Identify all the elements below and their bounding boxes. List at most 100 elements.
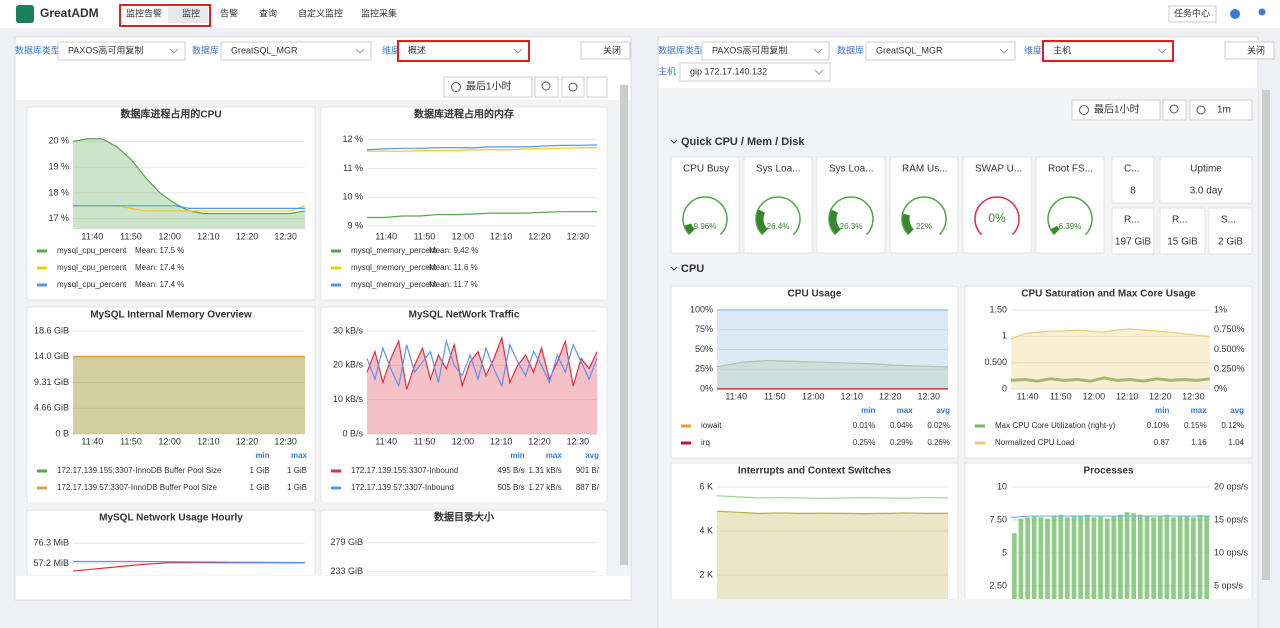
stat-title: S... xyxy=(1221,215,1236,226)
y-tick-label: 20 % xyxy=(48,136,69,146)
gauge-label: 26.4% xyxy=(767,222,790,231)
select[interactable] xyxy=(865,41,1016,61)
time-label[interactable]: 最后1小时 xyxy=(1094,104,1140,116)
area xyxy=(717,360,948,389)
line xyxy=(366,144,598,151)
bar xyxy=(1038,517,1044,599)
x-tick-label: 12:20 xyxy=(236,231,259,241)
panel-bg xyxy=(320,509,608,575)
y-tick-label: 18 % xyxy=(48,187,69,197)
nav-tab[interactable]: 监控采集 xyxy=(361,7,397,18)
bar xyxy=(1045,518,1050,599)
zoom-button[interactable] xyxy=(1162,99,1187,121)
bar xyxy=(1157,516,1163,599)
nav-tab[interactable]: 告警 xyxy=(220,7,238,18)
legend-stat: Mean: 17.4 % xyxy=(135,280,184,289)
nav-tab[interactable]: 自定义监控 xyxy=(298,7,343,18)
panel: CPU Saturation and Max Core Usage 0 0.500 1… xyxy=(964,285,1253,459)
x-tick-label: 12:20 xyxy=(528,436,551,446)
legend-stat: 0.04% xyxy=(890,421,913,430)
bar xyxy=(1084,514,1090,599)
x-tick-label: 12:00 xyxy=(452,436,475,446)
select[interactable] xyxy=(57,41,186,61)
time-picker[interactable] xyxy=(443,76,533,98)
gauge-title: CPU Busy xyxy=(683,164,729,175)
dropdown-button[interactable] xyxy=(586,76,608,98)
zoom-icon xyxy=(1169,104,1179,114)
legend-stat: 0.12% xyxy=(1221,421,1244,430)
refresh-icon xyxy=(1196,105,1206,115)
line xyxy=(73,560,306,564)
select-value[interactable]: GreatSQL_MGR xyxy=(876,45,943,55)
x-tick-label: 12:00 xyxy=(802,391,825,401)
line xyxy=(1010,328,1211,340)
zoom-button[interactable] xyxy=(534,76,559,98)
stat-title: Uptime xyxy=(1190,164,1222,175)
area xyxy=(73,356,305,434)
time-label[interactable]: 最后1小时 xyxy=(466,81,512,93)
filter-label: 数据库 xyxy=(837,44,864,55)
gauge-card xyxy=(743,156,813,254)
nav-tab[interactable]: 查询 xyxy=(259,7,277,18)
close-button[interactable] xyxy=(580,41,631,60)
help-icon[interactable] xyxy=(1230,9,1240,19)
chevron xyxy=(1157,48,1167,54)
panel-bg xyxy=(964,285,1253,459)
stat-value: 15 GiB xyxy=(1167,237,1198,248)
y-tick-label: 19 % xyxy=(48,161,69,171)
y2-tick-label: 20 ops/s xyxy=(1214,481,1249,491)
select-value[interactable]: 概述 xyxy=(408,44,426,55)
interval-label[interactable]: 1m xyxy=(1217,105,1231,116)
select-value[interactable]: gip 172.17.140.132 xyxy=(690,66,767,76)
gauge-track xyxy=(901,196,947,236)
gauge-card xyxy=(816,156,886,254)
gauge-track xyxy=(974,196,1020,236)
select-value[interactable]: GreatSQL_MGR xyxy=(231,45,298,55)
refresh-button[interactable] xyxy=(1189,99,1253,121)
select[interactable] xyxy=(220,41,372,61)
refresh-icon xyxy=(568,82,578,92)
task-label[interactable]: 任务中心 xyxy=(1174,7,1210,18)
select[interactable] xyxy=(701,41,830,61)
gauge-track xyxy=(755,196,801,236)
gauge-title: SWAP U... xyxy=(975,164,1022,175)
legend-name: iowait xyxy=(701,421,722,430)
refresh-button[interactable] xyxy=(561,76,585,98)
line xyxy=(367,211,597,219)
y2-tick-label: 15 ops/s xyxy=(1214,514,1249,524)
user-icon[interactable] xyxy=(1258,8,1266,16)
panel-bg xyxy=(670,285,959,459)
y-tick-label: 25% xyxy=(695,364,713,374)
line xyxy=(1010,515,1210,518)
select-value[interactable]: PAXOS高可用复制 xyxy=(712,44,787,55)
legend-name: 172.17.139.155:3307-Inbound xyxy=(351,466,458,475)
clock-icon xyxy=(1079,105,1089,115)
zoom-icon xyxy=(541,81,551,91)
close-button[interactable] xyxy=(1224,41,1275,60)
y-tick-label: 14.0 GiB xyxy=(34,351,69,361)
task-button[interactable] xyxy=(1168,5,1217,23)
close-label[interactable]: 关闭 xyxy=(1247,44,1265,55)
legend-swatch xyxy=(975,424,985,428)
select-value[interactable]: PAXOS高可用复制 xyxy=(68,44,143,55)
gauge-title: Sys Loa... xyxy=(756,164,800,175)
time-picker[interactable] xyxy=(1071,99,1161,121)
legend-name: 172.17.139.155:3307-InnoDB Buffer Pool S… xyxy=(57,466,222,475)
legend-swatch xyxy=(37,266,47,270)
panel-bg xyxy=(26,106,316,301)
chevron xyxy=(813,48,823,54)
legend-name: Normalized CPU Load xyxy=(995,438,1075,447)
top-nav xyxy=(0,0,1280,28)
select-value[interactable]: 主机 xyxy=(1053,44,1071,55)
nav-tab[interactable]: 监控告警 xyxy=(126,7,162,18)
select[interactable] xyxy=(679,62,831,82)
panel-title: CPU Usage xyxy=(788,289,842,300)
legend-stat: Mean: 9.42 % xyxy=(429,246,478,255)
stat-title: R... xyxy=(1172,215,1188,226)
legend-stat: Mean: 17.4 % xyxy=(135,263,184,272)
bar xyxy=(1197,514,1203,599)
bar xyxy=(1124,512,1130,599)
nav-tab[interactable]: 监控 xyxy=(182,7,200,18)
close-label[interactable]: 关闭 xyxy=(603,44,621,55)
